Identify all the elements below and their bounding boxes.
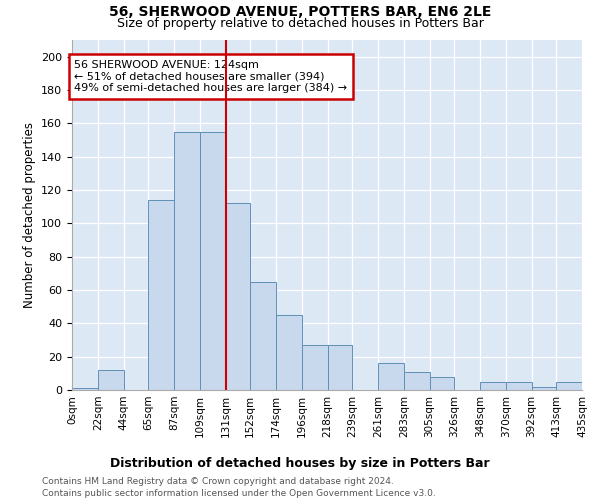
Text: Contains public sector information licensed under the Open Government Licence v3: Contains public sector information licen… bbox=[42, 489, 436, 498]
Text: 56, SHERWOOD AVENUE, POTTERS BAR, EN6 2LE: 56, SHERWOOD AVENUE, POTTERS BAR, EN6 2L… bbox=[109, 5, 491, 19]
Bar bbox=[250, 282, 276, 390]
Bar bbox=[174, 132, 200, 390]
Bar bbox=[480, 382, 506, 390]
Bar bbox=[72, 388, 98, 390]
Bar bbox=[148, 200, 174, 390]
Text: Distribution of detached houses by size in Potters Bar: Distribution of detached houses by size … bbox=[110, 458, 490, 470]
Bar bbox=[506, 382, 532, 390]
Bar bbox=[328, 345, 352, 390]
Bar bbox=[98, 370, 124, 390]
Bar bbox=[532, 386, 556, 390]
Text: 56 SHERWOOD AVENUE: 124sqm
← 51% of detached houses are smaller (394)
49% of sem: 56 SHERWOOD AVENUE: 124sqm ← 51% of deta… bbox=[74, 60, 347, 93]
Bar bbox=[276, 315, 302, 390]
Bar bbox=[226, 204, 250, 390]
Bar bbox=[378, 364, 404, 390]
Text: Size of property relative to detached houses in Potters Bar: Size of property relative to detached ho… bbox=[116, 18, 484, 30]
Bar bbox=[430, 376, 454, 390]
Bar bbox=[404, 372, 430, 390]
Y-axis label: Number of detached properties: Number of detached properties bbox=[23, 122, 35, 308]
Bar bbox=[556, 382, 582, 390]
Bar bbox=[302, 345, 328, 390]
Bar bbox=[200, 132, 226, 390]
Text: Contains HM Land Registry data © Crown copyright and database right 2024.: Contains HM Land Registry data © Crown c… bbox=[42, 478, 394, 486]
